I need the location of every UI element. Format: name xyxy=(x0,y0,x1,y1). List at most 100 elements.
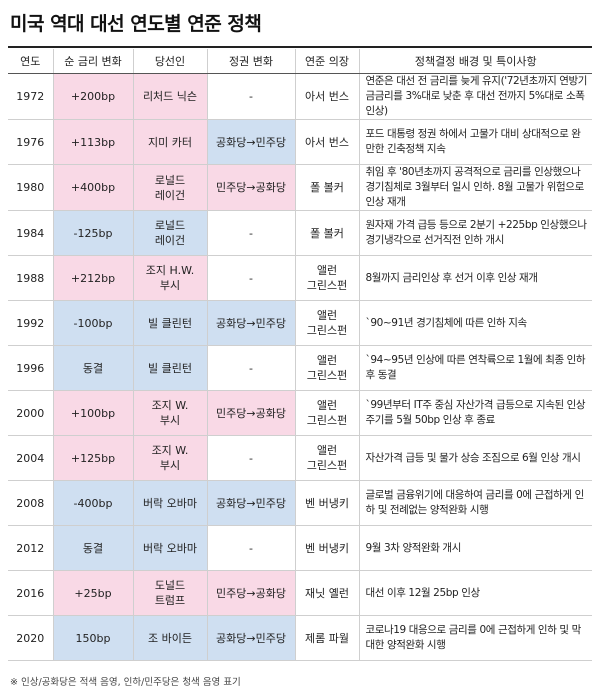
party-change-cell: 공화당→민주당 xyxy=(207,300,296,346)
header-year: 연도 xyxy=(8,49,54,74)
winner-cell: 빌 클린턴 xyxy=(133,345,208,391)
year-cell: 2016 xyxy=(8,570,54,616)
table-row: 2008 -400bp 버락 오바마 공화당→민주당 벤 버냉키 글로벌 금융위기에 대응… xyxy=(8,480,592,526)
year-cell: 1988 xyxy=(8,255,54,301)
background-cell: 대선 이후 12월 25bp 인상 xyxy=(359,570,592,616)
fed-chair-cell: 재닛 옐런 xyxy=(295,570,360,616)
year-cell: 2000 xyxy=(8,390,54,436)
table-row: 2012 동결 버락 오바마 - 벤 버냉키 9월 3차 양적완화 개시 xyxy=(8,525,592,571)
background-cell: `90~91년 경기침체에 따른 인하 지속 xyxy=(359,300,592,346)
year-cell: 1996 xyxy=(8,345,54,391)
year-cell: 2004 xyxy=(8,435,54,481)
background-cell: 8월까지 금리인상 후 선거 이후 인상 재개 xyxy=(359,255,592,301)
table-row: 1976 +113bp 지미 카터 공화당→민주당 아서 번스 포드 대통령 정권 하에서… xyxy=(8,119,592,165)
party-change-cell: - xyxy=(207,255,296,301)
table-row: 1996 동결 빌 클린턴 - 앨런 그린스펀 `94~95년 인상에 따른 연착륙으로 … xyxy=(8,345,592,391)
background-cell: `94~95년 인상에 따른 연착륙으로 1월에 최종 인하 후 동결 xyxy=(359,345,592,391)
winner-cell: 조지 H.W. 부시 xyxy=(133,255,208,301)
rate-change-cell: +212bp xyxy=(53,255,134,301)
fed-chair-cell: 앨런 그린스펀 xyxy=(295,300,360,346)
title-divider xyxy=(8,46,592,48)
winner-cell: 리처드 닉슨 xyxy=(133,73,208,120)
rate-change-cell: 150bp xyxy=(53,615,134,661)
year-cell: 1972 xyxy=(8,73,54,120)
winner-cell: 조지 W. 부시 xyxy=(133,435,208,481)
table-row: 1980 +400bp 로널드 레이건 민주당→공화당 폴 볼커 취임 후 '80년초까지… xyxy=(8,164,592,211)
fed-chair-cell: 앨런 그린스펀 xyxy=(295,345,360,391)
fed-chair-cell: 앨런 그린스펀 xyxy=(295,255,360,301)
party-change-cell: 민주당→공화당 xyxy=(207,164,296,211)
rate-change-cell: +125bp xyxy=(53,435,134,481)
table-row: 1988 +212bp 조지 H.W. 부시 - 앨런 그린스펀 8월까지 금리인상 후 … xyxy=(8,255,592,301)
background-cell: 9월 3차 양적완화 개시 xyxy=(359,525,592,571)
party-change-cell: - xyxy=(207,435,296,481)
background-cell: 포드 대통령 정권 하에서 고물가 대비 상대적으로 완만한 긴축정책 지속 xyxy=(359,119,592,165)
winner-cell: 도널드 트럼프 xyxy=(133,570,208,616)
rate-change-cell: -100bp xyxy=(53,300,134,346)
header-fed-chair: 연준 의장 xyxy=(295,49,360,74)
year-cell: 1984 xyxy=(8,210,54,256)
background-cell: 원자재 가격 급등 등으로 2분기 +225bp 인상했으나 경기냉각으로 선거… xyxy=(359,210,592,256)
party-change-cell: - xyxy=(207,210,296,256)
background-cell: 취임 후 '80년초까지 공격적으로 금리를 인상했으나 경기침체로 3월부터 … xyxy=(359,164,592,211)
rate-change-cell: -125bp xyxy=(53,210,134,256)
fed-chair-cell: 아서 번스 xyxy=(295,119,360,165)
party-change-cell: 민주당→공화당 xyxy=(207,390,296,436)
rate-change-cell: 동결 xyxy=(53,345,134,391)
year-cell: 2020 xyxy=(8,615,54,661)
table-row: 1992 -100bp 빌 클린턴 공화당→민주당 앨런 그린스펀 `90~91년 경기침… xyxy=(8,300,592,346)
header-rate-change: 순 금리 변화 xyxy=(53,49,134,74)
table-row: 2000 +100bp 조지 W. 부시 민주당→공화당 앨런 그린스펀 `99년부터 I… xyxy=(8,390,592,436)
winner-cell: 버락 오바마 xyxy=(133,525,208,571)
table-row: 2016 +25bp 도널드 트럼프 민주당→공화당 재닛 옐런 대선 이후 12월 25… xyxy=(8,570,592,616)
rate-change-cell: +200bp xyxy=(53,73,134,120)
rate-change-cell: +400bp xyxy=(53,164,134,211)
winner-cell: 버락 오바마 xyxy=(133,480,208,526)
page-title: 미국 역대 대선 연도별 연준 정책 xyxy=(10,13,262,35)
fed-chair-cell: 아서 번스 xyxy=(295,73,360,120)
party-change-cell: 민주당→공화당 xyxy=(207,570,296,616)
rate-change-cell: +25bp xyxy=(53,570,134,616)
fed-chair-cell: 폴 볼커 xyxy=(295,164,360,211)
background-cell: 자산가격 급등 및 물가 상승 조짐으로 6월 인상 개시 xyxy=(359,435,592,481)
table-row: 1972 +200bp 리처드 닉슨 - 아서 번스 연준은 대선 전 금리를 늦게 유지… xyxy=(8,73,592,120)
winner-cell: 지미 카터 xyxy=(133,119,208,165)
background-cell: `99년부터 IT주 중심 자산가격 급등으로 지속된 인상주기를 5월 50b… xyxy=(359,390,592,436)
fed-chair-cell: 제롬 파월 xyxy=(295,615,360,661)
party-change-cell: - xyxy=(207,345,296,391)
table-row: 1984 -125bp 로널드 레이건 - 폴 볼커 원자재 가격 급등 등으로 2분기 … xyxy=(8,210,592,256)
policy-table: 연도 순 금리 변화 당선인 정권 변화 연준 의장 정책결정 배경 및 특이사… xyxy=(8,49,592,661)
rate-change-cell: +113bp xyxy=(53,119,134,165)
party-change-cell: - xyxy=(207,525,296,571)
winner-cell: 조지 W. 부시 xyxy=(133,390,208,436)
fed-chair-cell: 앨런 그린스펀 xyxy=(295,435,360,481)
winner-cell: 빌 클린턴 xyxy=(133,300,208,346)
winner-cell: 로널드 레이건 xyxy=(133,210,208,256)
background-cell: 코로나19 대응으로 금리를 0에 근접하게 인하 및 막대한 양적완화 시행 xyxy=(359,615,592,661)
party-change-cell: - xyxy=(207,73,296,120)
year-cell: 1976 xyxy=(8,119,54,165)
background-cell: 연준은 대선 전 금리를 늦게 유지('72년초까지 연방기금금리를 3%대로 … xyxy=(359,73,592,120)
fed-chair-cell: 벤 버냉키 xyxy=(295,480,360,526)
party-change-cell: 공화당→민주당 xyxy=(207,119,296,165)
winner-cell: 조 바이든 xyxy=(133,615,208,661)
fed-chair-cell: 앨런 그린스펀 xyxy=(295,390,360,436)
year-cell: 2008 xyxy=(8,480,54,526)
table-row: 2020 150bp 조 바이든 공화당→민주당 제롬 파월 코로나19 대응으로 금리를… xyxy=(8,615,592,661)
party-change-cell: 공화당→민주당 xyxy=(207,480,296,526)
rate-change-cell: +100bp xyxy=(53,390,134,436)
table-header-row: 연도 순 금리 변화 당선인 정권 변화 연준 의장 정책결정 배경 및 특이사… xyxy=(8,49,592,74)
year-cell: 1992 xyxy=(8,300,54,346)
background-cell: 글로벌 금융위기에 대응하여 금리를 0에 근접하게 인하 및 전례없는 양적완… xyxy=(359,480,592,526)
winner-cell: 로널드 레이건 xyxy=(133,164,208,211)
party-change-cell: 공화당→민주당 xyxy=(207,615,296,661)
fed-chair-cell: 벤 버냉키 xyxy=(295,525,360,571)
fed-chair-cell: 폴 볼커 xyxy=(295,210,360,256)
footnote: ※ 인상/공화당은 적색 음영, 인하/민주당은 청색 음영 표기 xyxy=(10,677,241,688)
year-cell: 2012 xyxy=(8,525,54,571)
header-winner: 당선인 xyxy=(133,49,208,74)
header-party-change: 정권 변화 xyxy=(207,49,296,74)
rate-change-cell: -400bp xyxy=(53,480,134,526)
year-cell: 1980 xyxy=(8,164,54,211)
header-background: 정책결정 배경 및 특이사항 xyxy=(359,49,592,74)
